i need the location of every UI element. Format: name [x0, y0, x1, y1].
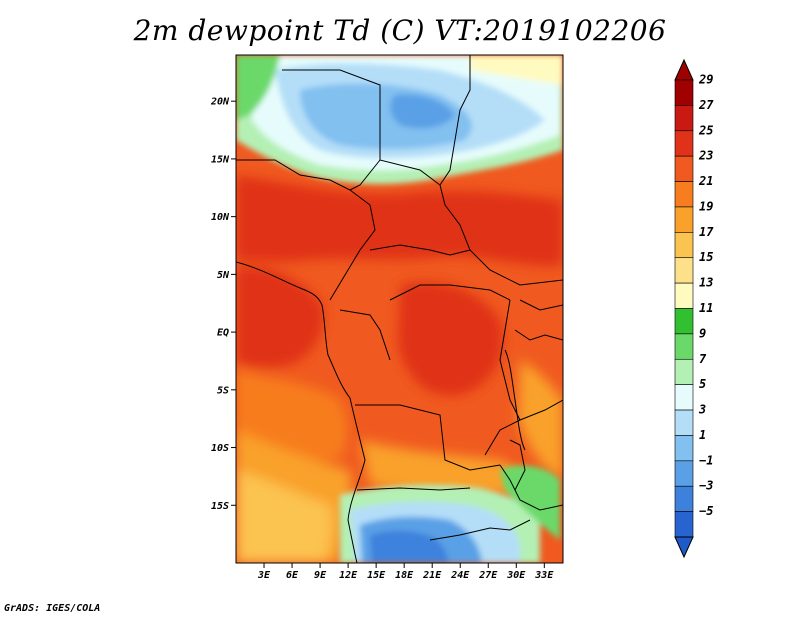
colorbar-swatch	[674, 460, 694, 487]
colorbar-label: 27	[698, 98, 714, 112]
latitude-axis: 20N 15N 10N 5N EQ 5S 10S 15S	[210, 97, 236, 512]
colorbar-label: 1	[699, 428, 706, 442]
colorbar-swatch	[674, 232, 694, 259]
colorbar-swatch	[674, 257, 694, 284]
colorbar-swatch	[674, 130, 694, 157]
lat-label: 5N	[217, 270, 230, 281]
colorbar-swatch	[674, 308, 694, 335]
lon-label: 24E	[450, 570, 470, 581]
colorbar-label: 25	[698, 123, 713, 137]
colorbar-swatch	[674, 105, 694, 132]
colorbar-label: −1	[699, 453, 713, 467]
colorbar-swatch	[674, 333, 694, 360]
colorbar: 29 27 25 23 21 19 17 15 13 11 9 7 5 3 1 −1 −3 −5	[674, 58, 714, 559]
colorbar-label: 17	[699, 225, 714, 239]
colorbar-swatch	[674, 485, 694, 512]
lat-label: 5S	[217, 385, 229, 396]
colorbar-label: 29	[698, 73, 713, 87]
longitude-axis: 3E 6E 9E 12E 15E 18E 21E 24E 27E 30E 33E	[257, 563, 554, 581]
map-frame	[235, 54, 564, 564]
colorbar-swatch	[674, 409, 694, 436]
colorbar-label: 23	[698, 149, 713, 163]
colorbar-label: 7	[699, 352, 707, 366]
colorbar-swatch	[674, 181, 694, 208]
lat-label: 15N	[211, 154, 230, 165]
lon-label: 30E	[506, 570, 526, 581]
lat-label: 20N	[210, 97, 230, 108]
lon-label: 33E	[534, 570, 554, 581]
lat-label: EQ	[217, 328, 229, 339]
colorbar-label: 13	[699, 276, 713, 290]
colorbar-swatch	[674, 511, 694, 538]
colorbar-label: 21	[698, 174, 713, 188]
lon-label: 21E	[422, 570, 442, 581]
lon-label: 18E	[395, 570, 414, 581]
grads-credit: GrADS: IGES/COLA	[4, 603, 101, 614]
colorbar-label: 9	[699, 326, 706, 340]
colorbar-swatch	[674, 155, 694, 182]
colorbar-label: 11	[699, 301, 713, 315]
colorbar-label: −5	[699, 504, 713, 518]
colorbar-label: 15	[699, 250, 713, 264]
lon-label: 6E	[286, 570, 299, 581]
lon-label: 27E	[478, 570, 498, 581]
colorbar-label: 19	[699, 199, 713, 213]
country-borders	[236, 55, 563, 563]
colorbar-label: 3	[698, 403, 706, 417]
field-shading-dry	[236, 55, 563, 563]
colorbar-swatch	[674, 358, 694, 385]
dewpoint-field	[236, 55, 563, 563]
lon-label: 3E	[257, 570, 271, 581]
colorbar-swatch	[674, 282, 694, 309]
field-shading	[236, 175, 563, 563]
colorbar-top-arrow	[674, 58, 694, 81]
map-title: 2m dewpoint Td (C) VT:2019102206	[133, 14, 667, 47]
colorbar-swatch	[674, 206, 694, 233]
lon-label: 15E	[367, 570, 386, 581]
colorbar-swatch	[674, 79, 694, 106]
lon-label: 12E	[339, 570, 358, 581]
lat-label: 10S	[211, 443, 229, 454]
lat-label: 15S	[211, 501, 229, 512]
colorbar-label: 5	[699, 377, 706, 391]
colorbar-bottom-arrow	[674, 536, 694, 559]
colorbar-swatch	[674, 435, 694, 462]
lon-label: 9E	[314, 570, 327, 581]
colorbar-label: −3	[699, 479, 713, 493]
colorbar-swatch	[674, 384, 694, 411]
lat-label: 10N	[211, 212, 230, 223]
